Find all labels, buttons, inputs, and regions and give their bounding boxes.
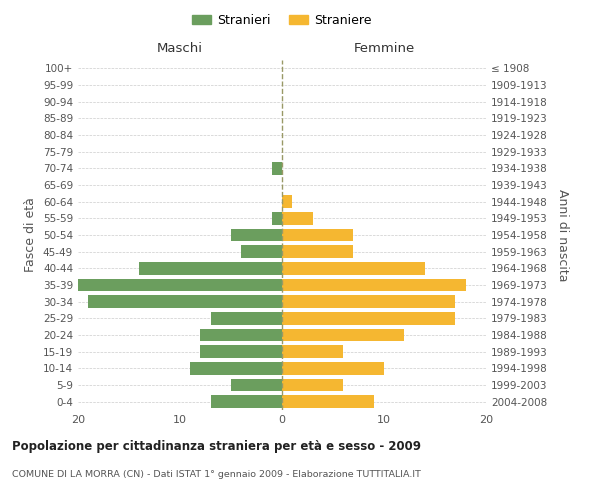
Bar [282,196,292,208]
Bar [282,379,343,391]
Bar [88,296,282,308]
Bar [139,262,282,274]
Bar [282,229,353,241]
Bar [211,312,282,324]
Bar [282,296,455,308]
Text: Femmine: Femmine [353,42,415,55]
Bar [282,212,313,224]
Bar [190,362,282,374]
Bar [282,312,455,324]
Bar [231,379,282,391]
Bar [272,212,282,224]
Bar [282,396,374,408]
Y-axis label: Fasce di età: Fasce di età [25,198,37,272]
Bar [241,246,282,258]
Text: Maschi: Maschi [157,42,203,55]
Bar [200,329,282,341]
Bar [200,346,282,358]
Bar [282,279,466,291]
Bar [282,246,353,258]
Text: Popolazione per cittadinanza straniera per età e sesso - 2009: Popolazione per cittadinanza straniera p… [12,440,421,453]
Bar [282,362,384,374]
Legend: Stranieri, Straniere: Stranieri, Straniere [187,8,377,32]
Y-axis label: Anni di nascita: Anni di nascita [556,188,569,281]
Bar [282,329,404,341]
Bar [282,346,343,358]
Bar [78,279,282,291]
Text: COMUNE DI LA MORRA (CN) - Dati ISTAT 1° gennaio 2009 - Elaborazione TUTTITALIA.I: COMUNE DI LA MORRA (CN) - Dati ISTAT 1° … [12,470,421,479]
Bar [231,229,282,241]
Bar [282,262,425,274]
Bar [272,162,282,174]
Bar [211,396,282,408]
